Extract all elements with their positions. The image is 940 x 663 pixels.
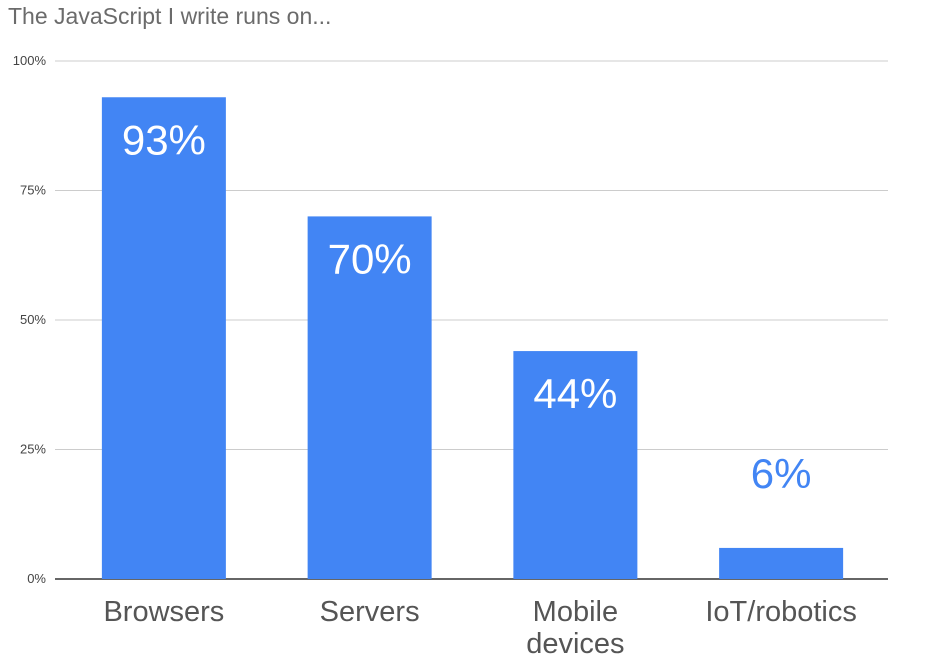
- y-tick-label-1: 25%: [20, 442, 46, 457]
- x-tick-line-2-1: devices: [526, 628, 624, 660]
- x-tick-line-3-0: IoT/robotics: [705, 596, 857, 628]
- y-axis-ticks: 0% 25% 50% 75% 100%: [13, 53, 47, 586]
- bar-1: [307, 216, 432, 579]
- bar-3: [719, 547, 844, 579]
- x-tick-line-1-0: Servers: [320, 596, 420, 628]
- x-tick-label-0: Browsers: [103, 596, 224, 628]
- data-label-2: 44%: [533, 370, 617, 417]
- y-tick-label-4: 100%: [13, 53, 47, 68]
- data-label-3: 6%: [751, 450, 812, 497]
- x-tick-label-2: Mobile devices: [526, 596, 624, 660]
- data-label-1: 70%: [328, 235, 412, 282]
- bar-0: [101, 97, 226, 579]
- x-tick-line-2-0: Mobile: [533, 596, 618, 628]
- y-tick-label-3: 75%: [20, 183, 46, 198]
- chart-title: The JavaScript I write runs on...: [8, 3, 331, 29]
- bar-2: [513, 351, 638, 579]
- y-tick-label-0: 0%: [27, 571, 46, 586]
- data-label-0: 93%: [122, 116, 206, 163]
- bars: [101, 97, 844, 579]
- y-tick-label-2: 50%: [20, 312, 46, 327]
- x-tick-label-1: Servers: [320, 596, 420, 628]
- x-axis-ticks: Browsers Servers Mobile devices IoT/robotics: [103, 596, 856, 660]
- x-tick-line-0-0: Browsers: [103, 596, 224, 628]
- x-tick-label-3: IoT/robotics: [705, 596, 857, 628]
- data-labels: 93% 70% 44% 6%: [122, 116, 812, 497]
